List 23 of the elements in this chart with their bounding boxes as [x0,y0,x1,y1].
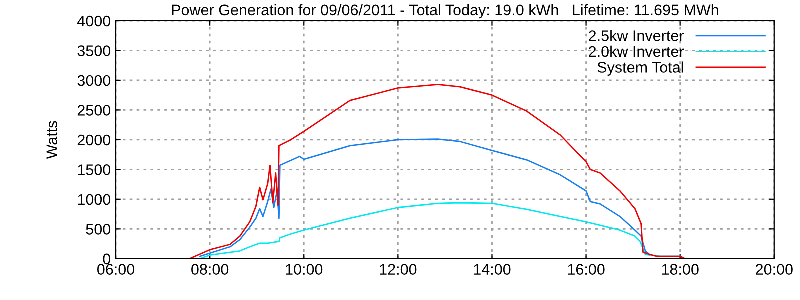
y-tick-label: 1000 [78,194,111,206]
x-tick-label: 14:00 [474,264,511,275]
x-tick-label: 06:00 [97,264,135,275]
y-tick-label: 500 [86,224,111,235]
legend-label: 2.0kw Inverter [589,46,684,58]
x-tick-label: 12:00 [380,264,417,275]
y-tick-label: 1500 [78,164,111,176]
x-tick-label: 20:00 [756,264,793,275]
legend-label: System Total [598,62,684,76]
y-tick-label: 3500 [78,46,111,56]
y-axis-title: Watts [46,121,58,160]
line-series [189,84,719,259]
y-tick-label: 2000 [78,134,111,146]
y-tick-label: 2500 [78,105,111,116]
x-tick-label: 18:00 [662,264,699,275]
x-tick-label: 16:00 [568,264,605,275]
x-tick-label: 10:00 [286,264,323,275]
legend-label: 2.5kw Inverter [589,30,684,42]
y-tick-label: 4000 [78,16,111,27]
x-tick-label: 08:00 [192,264,229,275]
chart-title: Power Generation for 09/06/2011 - Total Today: 19.0 kWh Lifetime: 11.695 MWh [172,4,718,19]
y-tick-label: 3000 [78,75,111,86]
y-tick-label: 0 [103,254,111,265]
